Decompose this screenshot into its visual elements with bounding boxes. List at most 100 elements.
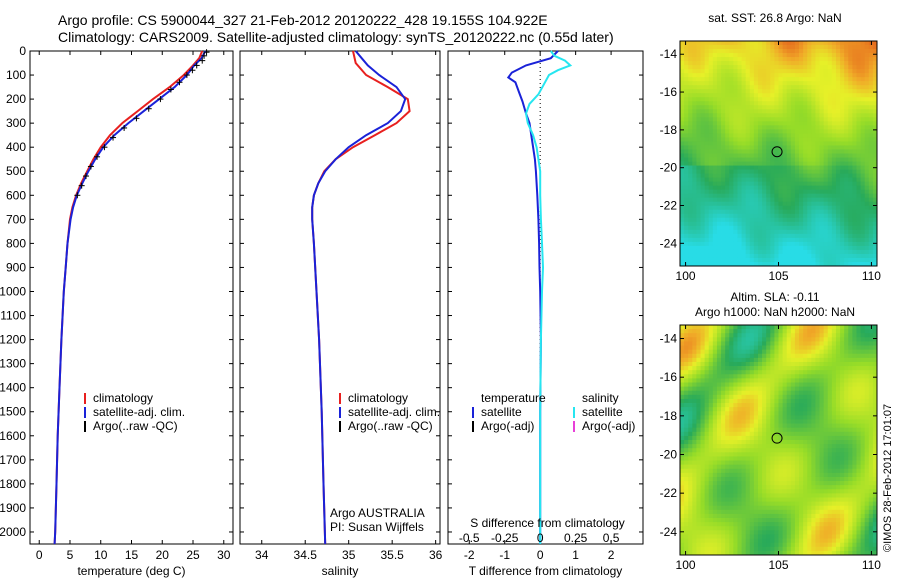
sla_map-cell (868, 386, 874, 392)
sst_map-cell (827, 197, 833, 203)
sst_map-cell (716, 133, 722, 138)
sst_map-cell (872, 81, 878, 86)
sst_map-cell (737, 169, 742, 174)
sla_map-cell (741, 419, 747, 424)
sst_map-cell (803, 185, 808, 191)
sst_map-cell (762, 49, 767, 54)
sst_map-cell (721, 85, 726, 90)
sla_map-cell (819, 398, 825, 404)
sst_map-cell (774, 181, 779, 187)
sst_map-cell (757, 141, 763, 146)
sst_map-cell (872, 221, 878, 227)
sla_map-cell (811, 411, 816, 416)
sst_map-cell (737, 69, 742, 74)
sst_map-cell (766, 81, 771, 86)
sla_map-cell (774, 407, 779, 412)
sst_map-cell (766, 105, 771, 110)
sst_map-cell (872, 169, 878, 174)
sst_map-cell (708, 65, 714, 70)
sla_map-cell (696, 440, 701, 445)
sst_map-cell (766, 145, 771, 150)
sst_map-cell (848, 209, 853, 215)
sst_map-cell (790, 173, 796, 179)
sst_map-cell (827, 129, 833, 134)
sst_map-cell (729, 241, 734, 247)
sst_map-cell (696, 105, 701, 110)
sst_map-cell (770, 49, 775, 54)
sst_map-cell (827, 101, 833, 106)
sla_map-cell (725, 464, 730, 470)
sla_map-cell (774, 427, 779, 433)
sst_map-cell (823, 141, 829, 146)
sla_map-cell (696, 489, 701, 494)
sla_map-cell (737, 341, 742, 346)
sst_map-cell (745, 241, 751, 247)
sst_map-cell (844, 145, 849, 150)
sst_map-cell (831, 97, 837, 102)
sst_map-cell (860, 141, 866, 146)
sst_map-cell (680, 161, 685, 166)
sst_map-cell (712, 137, 718, 142)
sst_map-cell (729, 177, 734, 183)
sst_map-cell (729, 165, 734, 170)
sst_map-cell (819, 149, 825, 154)
sst_map-cell (696, 165, 701, 170)
sst_map-cell (840, 53, 845, 58)
sla_map-cell (803, 468, 808, 474)
sst_map-cell (823, 101, 829, 106)
sst_map-cell (712, 177, 718, 183)
sla_map-cell (835, 485, 841, 490)
sst_map-cell (725, 197, 730, 203)
sst_map-cell (700, 245, 706, 251)
sst_map-cell (868, 113, 874, 118)
sst_map-cell (704, 245, 710, 251)
sla_map-cell (860, 464, 866, 470)
sst_map-cell (774, 81, 779, 86)
sst_map-cell (716, 57, 722, 62)
sla_map-cell (688, 370, 693, 375)
sst_map-cell (872, 177, 878, 183)
sst_map-cell (782, 161, 788, 166)
sst_map-cell (782, 225, 788, 231)
sst_map-cell (790, 117, 796, 122)
sla_map-cell (811, 337, 816, 342)
sst_map-cell (827, 141, 833, 146)
sst_map-cell (856, 45, 861, 50)
sla_map-cell (803, 431, 808, 437)
sla_map-cell (716, 431, 722, 437)
sst_map-cell (807, 73, 812, 78)
sla_map-cell (692, 481, 697, 486)
sla_map-cell (737, 361, 742, 367)
sla_map-cell (860, 489, 866, 494)
sst_map-cell (786, 113, 792, 118)
sla_map-cell (712, 341, 718, 346)
sst_map-cell (770, 241, 775, 247)
sst_map-cell (786, 177, 792, 183)
sst_map-cell (860, 169, 866, 174)
sst_map-cell (794, 89, 800, 94)
sst_map-cell (811, 197, 816, 203)
sst_map-cell (766, 177, 771, 183)
sla_map-cell (831, 427, 837, 433)
sst_map-cell (721, 105, 726, 110)
sst_map-cell (827, 205, 833, 211)
sst_map-cell (823, 177, 829, 183)
sla_map-cell (708, 489, 714, 494)
sst_map-cell (835, 177, 841, 183)
sla_map-cell (819, 329, 825, 334)
sla_map-cell (774, 394, 779, 400)
sla_map-cell (819, 431, 825, 437)
sla_map-cell (716, 489, 722, 494)
sla_map-cell (811, 353, 816, 359)
sst_map-cell (819, 77, 825, 82)
sst_map-cell (811, 121, 816, 126)
sst_map-cell (811, 57, 816, 62)
sst_map-cell (757, 157, 763, 162)
sst_map-cell (819, 237, 825, 243)
sla_map-cell (753, 485, 759, 490)
sst_map-cell (856, 145, 861, 150)
sla_map-cell (688, 398, 693, 404)
sla_map-cell (790, 448, 796, 453)
sla_map-cell (794, 464, 800, 470)
sst_map-cell (741, 81, 747, 86)
